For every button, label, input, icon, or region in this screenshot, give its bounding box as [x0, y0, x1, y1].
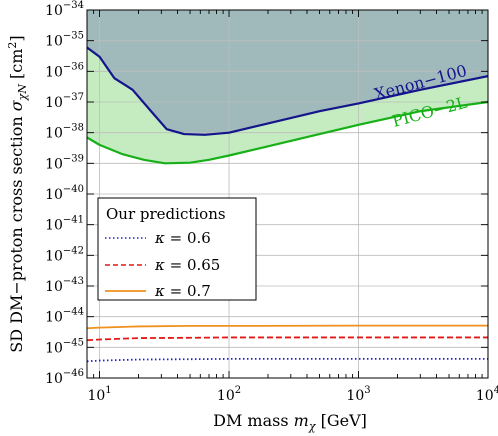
- y-tick-label-−38: 10−38: [45, 123, 84, 142]
- legend-entry-kappa-0.6: κ = 0.6: [154, 229, 211, 247]
- y-tick-label-−39: 10−39: [45, 153, 84, 172]
- series-line-2: [87, 357, 488, 363]
- y-tick-label-−41: 10−41: [45, 215, 84, 234]
- y-tick-label-−45: 10−45: [45, 337, 84, 356]
- y-tick-label-−46: 10−46: [45, 368, 84, 387]
- y-tick-label-−42: 10−42: [45, 245, 84, 264]
- y-tick-label-−40: 10−40: [45, 184, 84, 203]
- x-tick-label-2: 102: [217, 385, 241, 404]
- x-tick-label-4: 104: [476, 385, 498, 404]
- legend-entry-kappa-0.65: κ = 0.65: [154, 256, 220, 274]
- series-line-1: [87, 100, 488, 165]
- y-axis-title: SD DM−proton cross section σχN [cm2]: [6, 35, 29, 352]
- legend: Our predictions κ = 0.6 κ = 0.65 κ = 0.7: [97, 197, 257, 301]
- series-line-3: [87, 336, 488, 342]
- series-line-0: [87, 46, 488, 136]
- x-axis-title: DM mass mχ [GeV]: [213, 411, 367, 433]
- y-tick-label-−43: 10−43: [45, 276, 84, 295]
- y-tick-label-−36: 10−36: [45, 61, 84, 80]
- x-tick-label-3: 103: [346, 385, 370, 404]
- y-tick-label-−35: 10−35: [45, 31, 84, 50]
- x-tick-label-1: 101: [87, 385, 111, 404]
- legend-title: Our predictions: [106, 205, 226, 223]
- y-tick-label-−44: 10−44: [45, 307, 84, 326]
- xenon-100-excluded-region: [87, 10, 488, 135]
- y-tick-label-−34: 10−34: [45, 0, 84, 19]
- legend-box: [97, 197, 257, 301]
- series-line-4: [87, 324, 488, 330]
- legend-entry-kappa-0.7: κ = 0.7: [154, 282, 211, 300]
- y-tick-label-−37: 10−37: [45, 92, 84, 111]
